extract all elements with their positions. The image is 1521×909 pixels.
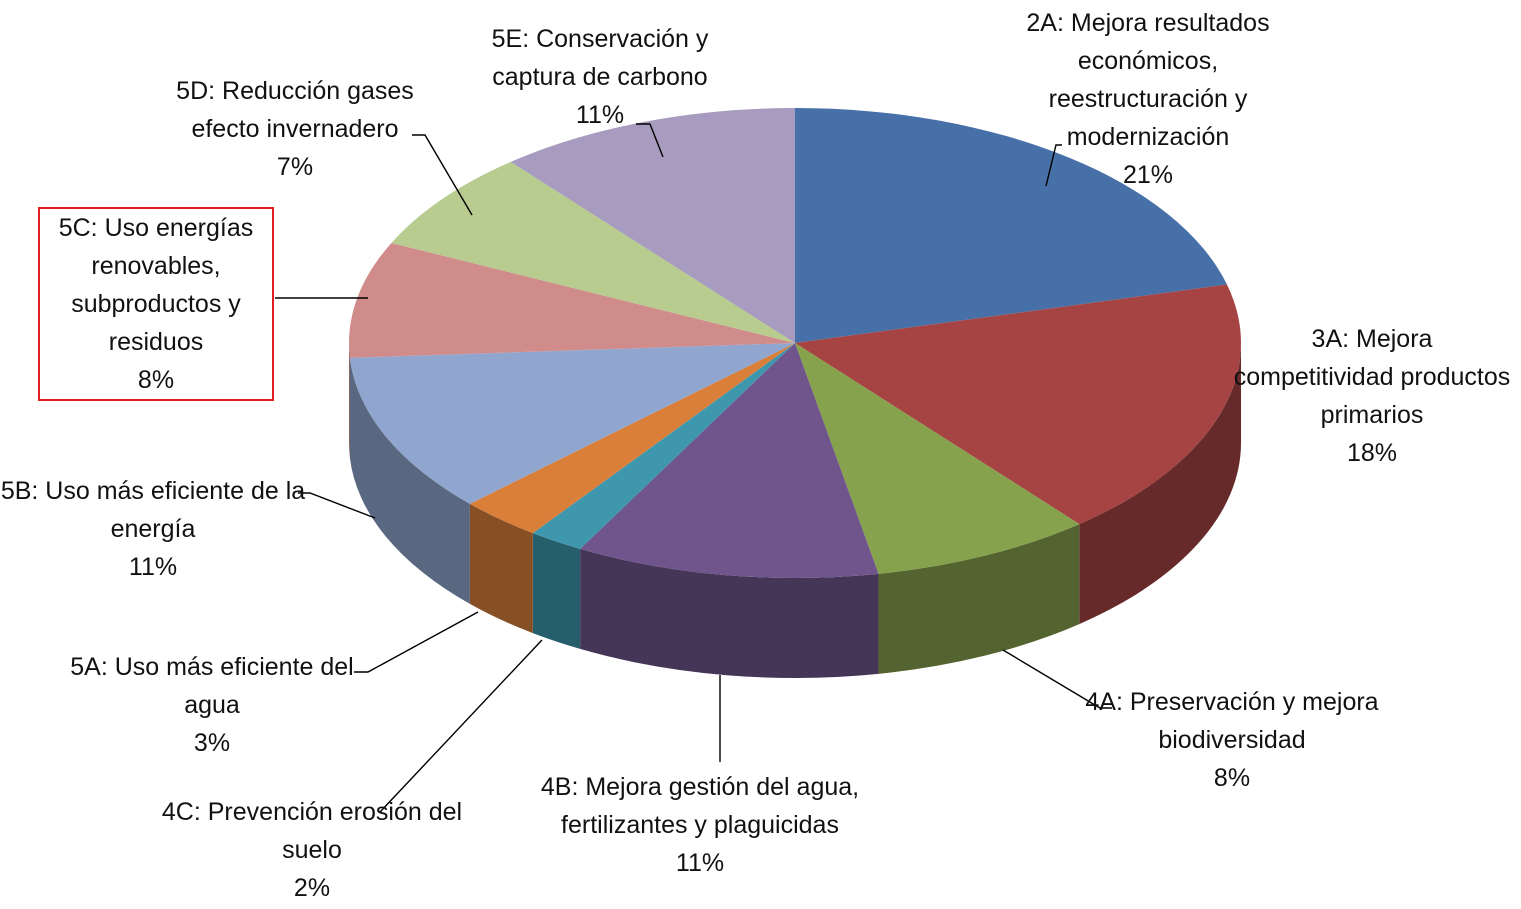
- category-label: 4C: Prevención erosión del suelo: [161, 798, 463, 864]
- value-label: 2%: [293, 874, 331, 902]
- value-label: 3%: [193, 729, 231, 757]
- value-label: 11%: [675, 849, 725, 877]
- slice: [349, 343, 795, 504]
- leader-line: [1002, 649, 1112, 709]
- slice-side: [349, 357, 470, 604]
- value-label: 8%: [1213, 764, 1251, 792]
- slice-side: [469, 503, 533, 634]
- slice-side: [580, 548, 879, 679]
- slice-side: [1079, 343, 1241, 625]
- slice: [580, 343, 879, 578]
- category-label: 2A: Mejora resultados económicos, reestr…: [1026, 9, 1270, 151]
- leader-line: [1045, 144, 1062, 187]
- leader-line: [379, 639, 543, 813]
- category-label: 3A: Mejora competitividad productos prim…: [1233, 325, 1511, 429]
- slice: [795, 284, 1241, 525]
- slice-label: 5D: Reducción gases efecto invernadero 7%: [145, 72, 445, 186]
- slice: [348, 242, 795, 358]
- value-label: 7%: [276, 153, 314, 181]
- value-label: 18%: [1346, 439, 1398, 467]
- slice: [532, 343, 795, 549]
- slice: [795, 108, 1227, 343]
- slice-side: [349, 343, 350, 458]
- leader-line: [412, 134, 473, 216]
- slice-label: 5C: Uso energías renovables, subproducto…: [38, 207, 274, 401]
- slice-label: 5A: Uso más eficiente del agua 3%: [62, 648, 362, 762]
- category-label: 5A: Uso más eficiente del agua: [70, 653, 354, 719]
- value-label: 11%: [575, 101, 625, 129]
- slice-label: 5B: Uso más eficiente de la energía 11%: [0, 472, 308, 586]
- category-label: 5C: Uso energías renovables, subproducto…: [58, 214, 254, 356]
- slice-label: 2A: Mejora resultados económicos, reestr…: [988, 4, 1308, 194]
- slice-label: 4C: Prevención erosión del suelo 2%: [147, 793, 477, 907]
- value-label: 8%: [137, 366, 175, 394]
- slice: [469, 343, 795, 534]
- leader-line: [636, 123, 664, 158]
- category-label: 4B: Mejora gestión del agua, fertilizant…: [540, 773, 860, 839]
- category-label: 5E: Conservación y captura de carbono: [491, 25, 709, 91]
- slice: [510, 108, 795, 343]
- slice: [795, 343, 1080, 574]
- leader-line: [298, 492, 376, 519]
- slice-side: [878, 524, 1080, 674]
- value-label: 21%: [1122, 161, 1174, 189]
- slice: [391, 161, 795, 343]
- value-label: 11%: [128, 553, 178, 581]
- category-label: 4A: Preservación y mejora biodiversidad: [1085, 688, 1379, 754]
- slice-side: [532, 533, 581, 649]
- category-label: 5D: Reducción gases efecto invernadero: [176, 77, 414, 143]
- slice-label: 4B: Mejora gestión del agua, fertilizant…: [540, 768, 860, 882]
- category-label: 5B: Uso más eficiente de la energía: [0, 477, 306, 543]
- slice-label: 5E: Conservación y captura de carbono 11%: [455, 20, 745, 134]
- slice-label: 4A: Preservación y mejora biodiversidad 8…: [1082, 683, 1382, 797]
- leader-line: [354, 611, 479, 673]
- slice-label: 3A: Mejora competitividad productos prim…: [1232, 320, 1512, 472]
